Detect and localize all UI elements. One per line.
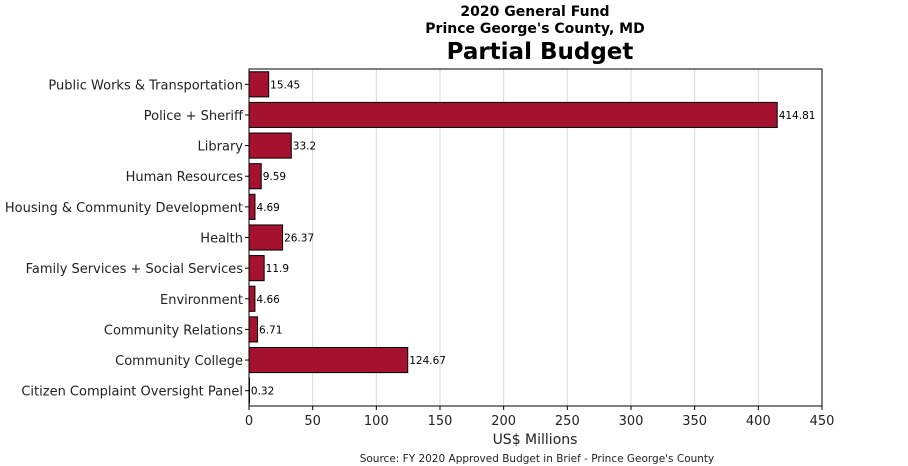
x-tick-label: 300 (619, 414, 644, 429)
data-label: 11.9 (266, 263, 289, 275)
x-tick-label: 0 (245, 414, 253, 429)
bar (248, 71, 270, 98)
data-label: 4.69 (256, 202, 279, 214)
bar (248, 193, 256, 220)
category-label: Public Works & Transportation (48, 78, 243, 93)
bar (248, 163, 262, 190)
chart-title-line2: Prince George's County, MD (425, 21, 644, 37)
bar (248, 132, 292, 159)
x-tick-label: 350 (682, 414, 707, 429)
category-label: Police + Sheriff (144, 109, 244, 124)
chart-title-line1: 2020 General Fund (460, 4, 609, 20)
x-axis-label: US$ Millions (493, 432, 578, 448)
bars-group (248, 71, 778, 404)
category-label: Environment (160, 293, 243, 308)
bar (248, 101, 778, 129)
category-label: Family Services + Social Services (26, 262, 244, 277)
data-label: 414.81 (779, 110, 816, 122)
bar (248, 346, 409, 374)
x-tick-label: 100 (364, 414, 389, 429)
data-label: 4.66 (256, 294, 280, 306)
category-label: Community College (115, 354, 243, 369)
x-tick-label: 250 (555, 414, 580, 429)
x-tick-label: 50 (304, 414, 321, 429)
x-axis-ticks: 0 50 100 150 200 250 300 350 400 450 (245, 406, 835, 429)
bar (248, 224, 284, 251)
x-tick-label: 400 (746, 414, 771, 429)
plot-frame (248, 68, 823, 407)
data-label: 26.37 (284, 233, 314, 245)
x-tick-label: 200 (491, 414, 516, 429)
category-label: Library (198, 140, 244, 155)
x-tick-label: 450 (810, 414, 835, 429)
category-labels: Public Works & Transportation Police + Sh… (5, 78, 249, 400)
data-label: 33.2 (293, 141, 316, 153)
category-label: Health (200, 232, 243, 247)
bar (248, 285, 256, 312)
category-label: Housing & Community Development (5, 201, 243, 216)
chart-title: Partial Budget (447, 39, 634, 65)
data-label: 15.45 (270, 79, 300, 91)
data-label: 6.71 (259, 324, 282, 336)
source-note: Source: FY 2020 Approved Budget in Brief… (360, 453, 715, 465)
category-label: Citizen Complaint Oversight Panel (21, 385, 243, 400)
data-label: 0.32 (251, 386, 274, 398)
data-label: 124.67 (409, 355, 446, 367)
bar (248, 316, 259, 343)
bar (248, 255, 265, 282)
data-labels: 15.45 414.81 33.2 9.59 4.69 26.37 11.9 4.66 6.71… (251, 79, 816, 397)
data-label: 9.59 (263, 171, 286, 183)
category-label: Community Relations (104, 323, 243, 338)
x-tick-label: 150 (428, 414, 453, 429)
category-label: Human Resources (126, 170, 244, 185)
